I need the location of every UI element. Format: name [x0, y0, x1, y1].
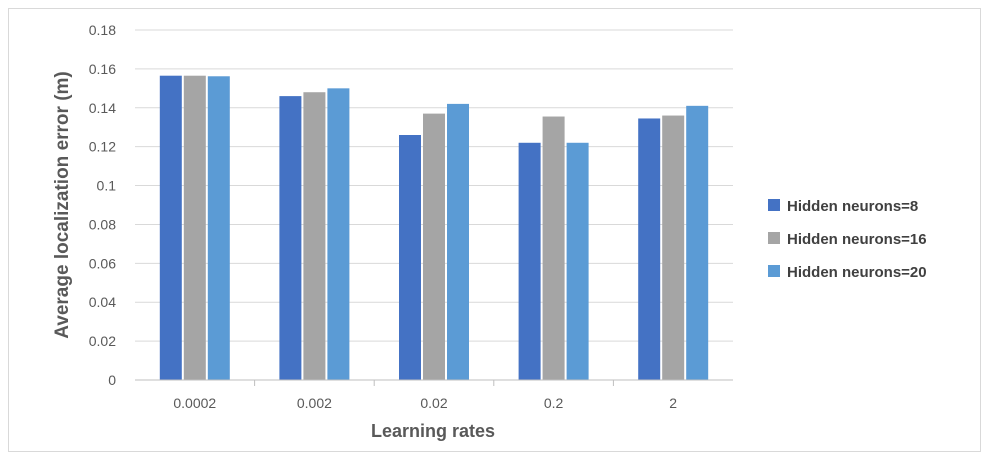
y-tick-label: 0.1 [97, 178, 117, 194]
y-tick-label: 0.08 [89, 216, 116, 232]
y-axis-title: Average localization error (m) [52, 71, 73, 338]
legend-swatch [768, 232, 780, 244]
bar [399, 135, 421, 380]
legend-label: Hidden neurons=20 [787, 264, 927, 281]
legend-swatch [768, 199, 780, 211]
y-tick-label: 0.02 [89, 333, 116, 349]
y-tick-label: 0.06 [89, 255, 116, 271]
legend-swatch [768, 265, 780, 277]
bar [327, 88, 350, 380]
y-tick-label: 0 [108, 372, 116, 388]
bar [686, 105, 709, 380]
bar [566, 142, 589, 380]
bars [159, 75, 709, 381]
bar [423, 113, 445, 380]
bar [447, 103, 469, 380]
y-tick-label: 0.14 [89, 100, 116, 116]
x-axis-title: Learning rates [371, 421, 495, 441]
bar [183, 75, 206, 380]
y-tick-label: 0.18 [89, 22, 116, 38]
legend-label: Hidden neurons=16 [787, 231, 927, 248]
bar [638, 118, 661, 380]
x-tick-label: 0.002 [297, 395, 332, 411]
bar [207, 76, 230, 381]
y-tick-label: 0.16 [89, 61, 116, 77]
bar [303, 92, 326, 380]
x-tick-label: 0.2 [544, 395, 564, 411]
bar [518, 142, 541, 380]
y-tick-label: 0.12 [89, 139, 116, 155]
x-tick-label: 0.02 [420, 395, 447, 411]
bar [159, 75, 182, 380]
x-tick-label: 0.0002 [173, 395, 216, 411]
legend-label: Hidden neurons=8 [787, 198, 918, 215]
axes: 0 0.02 0.04 0.06 0.08 0.1 0.12 0.14 0.16 0.18 0.00… [89, 22, 733, 411]
y-tick-label: 0.04 [89, 294, 116, 310]
bar [279, 96, 302, 380]
bar [542, 116, 565, 381]
bar [662, 115, 685, 381]
x-tick-label: 2 [669, 395, 677, 411]
legend: Hidden neurons=8 Hidden neurons=16 Hidden … [768, 198, 927, 281]
